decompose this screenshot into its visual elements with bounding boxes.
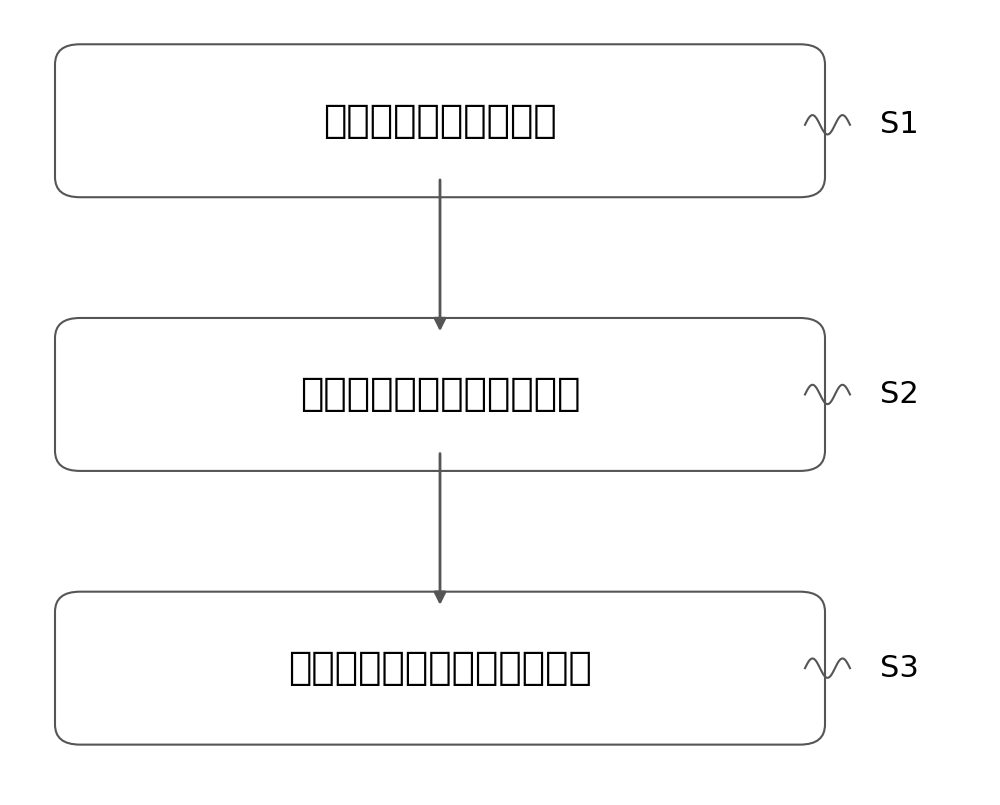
Text: S1: S1 <box>880 110 919 139</box>
FancyBboxPatch shape <box>55 592 825 745</box>
Text: 基片浸入食人鱼溶液中: 基片浸入食人鱼溶液中 <box>323 101 557 140</box>
Text: 喷印碳纳米管分散液到基片上: 喷印碳纳米管分散液到基片上 <box>288 649 592 687</box>
FancyBboxPatch shape <box>55 44 825 197</box>
Text: S2: S2 <box>880 380 919 409</box>
Text: 基片浸入硅烷修饰溶液静置: 基片浸入硅烷修饰溶液静置 <box>300 375 580 414</box>
Text: S3: S3 <box>880 654 919 683</box>
FancyBboxPatch shape <box>55 318 825 471</box>
